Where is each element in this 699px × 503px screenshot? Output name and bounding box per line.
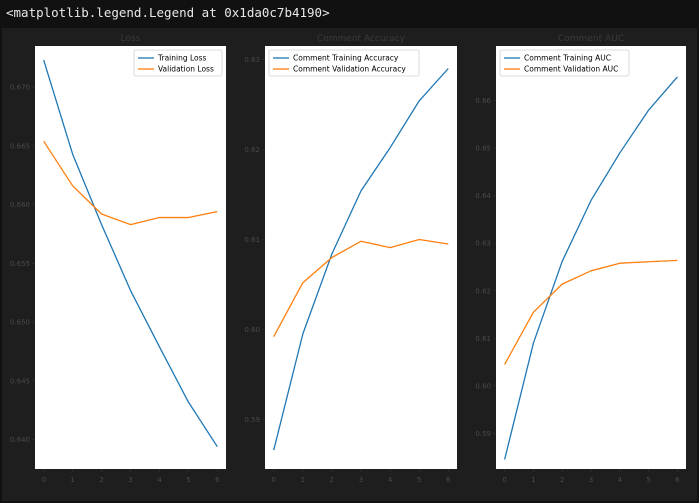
y-tick-label: 0.60 <box>475 382 491 390</box>
y-tick-label: 0.64 <box>475 192 491 200</box>
y-tick-label: 0.640 <box>10 436 30 444</box>
x-tick-label: 0 <box>502 476 506 484</box>
cell-output-text: <matplotlib.legend.Legend at 0x1da0c7b41… <box>6 5 330 20</box>
y-tick-label: 0.65 <box>475 145 491 153</box>
legend-box <box>268 49 420 77</box>
legend-entry: Comment Validation AUC <box>524 65 618 74</box>
y-tick-label: 0.62 <box>475 287 491 295</box>
legend-box <box>133 49 223 77</box>
y-tick-label: 0.66 <box>475 97 491 105</box>
legend: Comment Training AUC Comment Validation A… <box>499 49 630 77</box>
y-tick-label: 0.655 <box>10 260 30 268</box>
y-tick-label: 0.59 <box>475 430 491 438</box>
y-tick-label: 0.660 <box>10 201 30 209</box>
x-tick-label: 3 <box>359 476 363 484</box>
y-tick-label: 0.59 <box>244 416 260 424</box>
x-tick-label: 5 <box>646 476 650 484</box>
chart-title: Loss <box>121 34 141 44</box>
x-tick-label: 3 <box>128 476 132 484</box>
chart-title: Comment AUC <box>558 34 624 44</box>
y-tick-label: 0.63 <box>244 56 260 64</box>
series-line-training <box>273 68 449 451</box>
plot-area <box>265 46 457 469</box>
plot-area <box>496 46 686 469</box>
legend-entry: Training Loss <box>157 54 207 63</box>
y-tick-label: 0.665 <box>10 142 30 150</box>
y-tick-label: 0.63 <box>475 240 491 248</box>
x-tick-label: 6 <box>215 476 220 484</box>
chart-3: Comment AUC 0.59 0.60 0.61 0.62 0.63 0.64 0.65 0… <box>475 34 686 484</box>
legend-entry: Validation Loss <box>158 65 214 74</box>
legend: Comment Training Accuracy Comment Validat… <box>268 49 420 77</box>
chart-2: Comment Accuracy 0.59 0.60 0.61 0.62 0.63 0 1 2 3… <box>244 34 457 484</box>
y-tick-label: 0.61 <box>475 335 491 343</box>
series-line-training <box>504 76 678 460</box>
y-tick-label: 0.645 <box>10 377 30 385</box>
legend-entry: Comment Validation Accuracy <box>293 65 406 74</box>
y-tick-label: 0.62 <box>244 146 260 154</box>
y-tick-label: 0.60 <box>244 326 260 334</box>
plot-area <box>35 46 226 469</box>
y-tick-label: 0.650 <box>10 319 30 327</box>
x-tick-label: 6 <box>446 476 451 484</box>
legend: Training Loss Validation Loss <box>133 49 223 77</box>
legend-entry: Comment Training Accuracy <box>293 54 399 63</box>
x-tick-label: 0 <box>41 476 45 484</box>
y-tick-label: 0.61 <box>244 236 260 244</box>
x-tick-label: 4 <box>388 476 393 484</box>
series-line-validation <box>43 140 218 226</box>
x-tick-label: 2 <box>330 476 334 484</box>
legend-box <box>499 49 630 77</box>
x-tick-label: 4 <box>157 476 162 484</box>
x-tick-label: 5 <box>417 476 421 484</box>
x-tick-label: 2 <box>560 476 564 484</box>
chart-1: Loss 0.640 0.645 0.650 0.655 0.660 0.665 0.670 0… <box>10 34 226 484</box>
x-tick-label: 6 <box>675 476 680 484</box>
x-tick-label: 1 <box>301 476 305 484</box>
series-line-validation <box>504 259 678 365</box>
legend-entry: Comment Training AUC <box>524 54 611 63</box>
chart-title: Comment Accuracy <box>317 34 406 44</box>
x-tick-label: 5 <box>186 476 190 484</box>
series-line-validation <box>273 238 449 338</box>
x-tick-label: 4 <box>618 476 623 484</box>
x-tick-label: 0 <box>271 476 275 484</box>
x-tick-label: 1 <box>70 476 74 484</box>
y-tick-label: 0.670 <box>10 84 30 92</box>
x-tick-label: 1 <box>531 476 535 484</box>
x-tick-label: 2 <box>99 476 103 484</box>
x-tick-label: 3 <box>589 476 593 484</box>
series-line-training <box>43 59 218 448</box>
